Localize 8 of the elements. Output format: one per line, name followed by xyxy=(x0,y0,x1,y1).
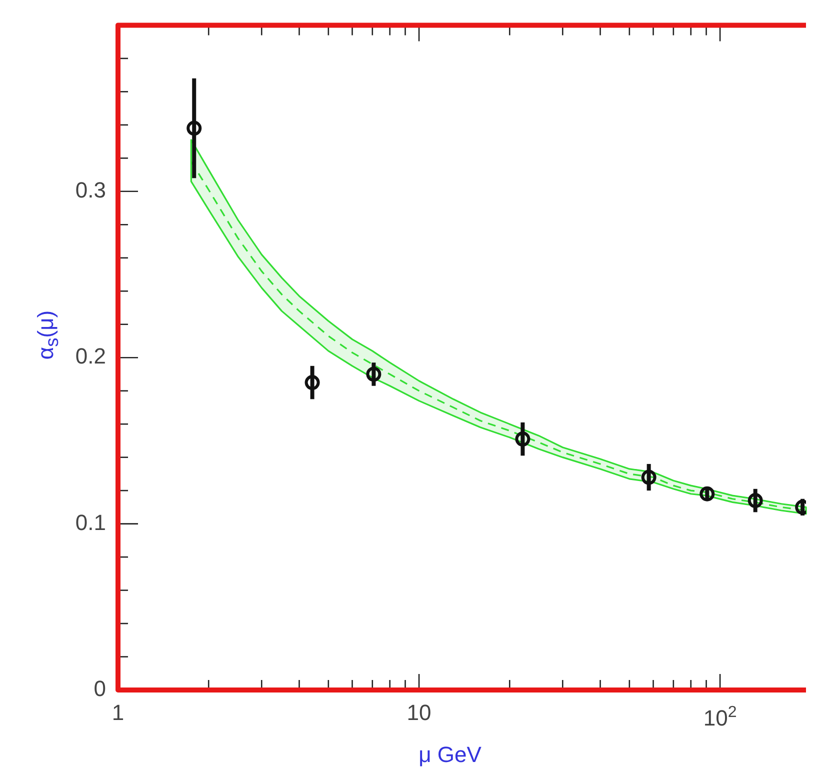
x-tick-label: 10$^{2}$ xyxy=(703,703,737,732)
y-tick-label: 0 xyxy=(94,676,106,702)
y-tick-label: 0.2 xyxy=(75,344,106,369)
x-axis-title: μ GeV xyxy=(418,742,482,768)
x-tick-label: 1 xyxy=(112,700,124,726)
y-tick-label: 0.3 xyxy=(75,177,106,202)
y-tick-label: 0.1 xyxy=(75,510,106,535)
x-tick-label: 10 xyxy=(406,700,432,726)
